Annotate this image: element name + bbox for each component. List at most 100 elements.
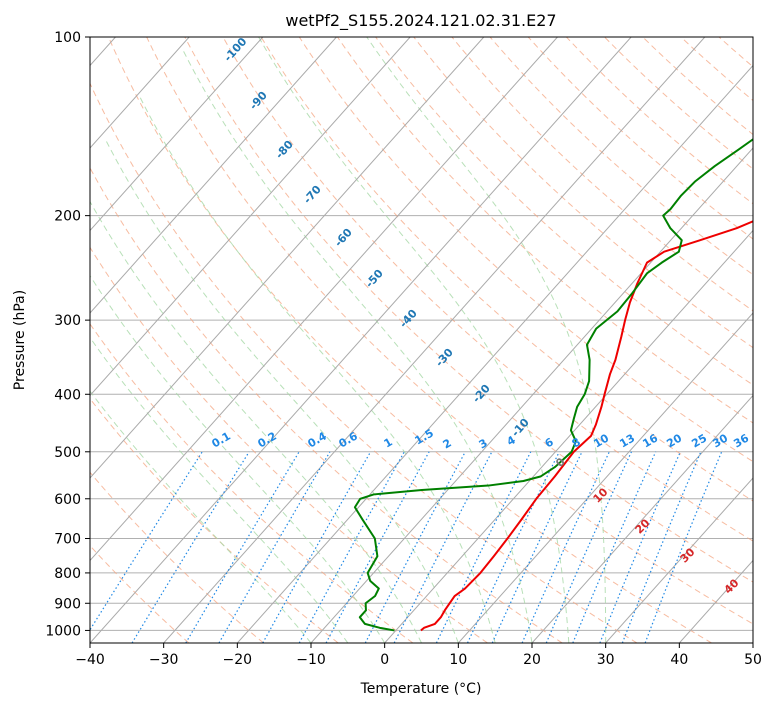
dry-adiabat [90, 397, 339, 643]
y-tick-label: 600 [54, 492, 81, 508]
dry-adiabat [718, 37, 753, 68]
dry-adiabat [90, 82, 638, 643]
isotherm-line [457, 312, 753, 643]
mixing-ratio-label: 16 [640, 431, 660, 450]
x-tick-label: 40 [670, 652, 688, 668]
dry-adiabat [642, 37, 753, 136]
moist-adiabat [106, 141, 459, 643]
mixing-ratio-label: 1 [382, 435, 395, 450]
isotherm-label: -60 [332, 226, 355, 250]
mixing-ratio-line [644, 451, 723, 643]
mixing-ratio-line [621, 451, 702, 643]
mixing-ratio-line [466, 451, 560, 643]
isotherm-line [90, 37, 632, 643]
moist-adiabat [90, 274, 386, 643]
mixing-ratio-label: 0.6 [337, 429, 361, 450]
dry-adiabat [527, 37, 753, 240]
y-tick-label: 800 [54, 566, 81, 582]
x-tick-label: −20 [223, 652, 253, 668]
mixing-ratio-label: 3 [477, 436, 490, 451]
isotherm-label: -30 [433, 346, 456, 370]
mixing-ratio-label: 36 [731, 431, 751, 450]
moist-adiabat [138, 94, 496, 643]
x-axis-label: Temperature (°C) [360, 681, 482, 697]
x-tick-label: −10 [296, 652, 326, 668]
mixing-ratio-label: 30 [710, 431, 730, 450]
plot-frame [89, 36, 754, 644]
mixing-ratio-label: 6 [543, 435, 556, 450]
x-tick-label: 50 [744, 652, 762, 668]
isotherm-line [90, 37, 558, 562]
dry-adiabat [451, 37, 753, 312]
mixing-ratio-label: 2 [441, 436, 454, 451]
y-tick-label: 500 [54, 445, 81, 461]
y-axis-label: Pressure (hPa) [12, 290, 28, 390]
isotherm-line [90, 37, 264, 232]
y-axis-ticks: 100 200 300 400 500 600 700 800 900 1000 [45, 30, 90, 639]
theta-label: 20 [633, 516, 653, 536]
mixing-ratio-line [364, 451, 466, 643]
mixing-ratio-label: 13 [617, 432, 637, 451]
moist-adiabat [258, 37, 570, 643]
dry-adiabat [90, 323, 414, 643]
dry-adiabat [680, 37, 753, 102]
mixing-ratio-label: 0.1 [210, 429, 233, 450]
isotherm-line [310, 147, 753, 643]
mixing-ratio-label-layer: 0.1 0.2 0.4 0.6 1 1.5 2 3 4 6 8 10 13 16 20 25 30 36 [210, 426, 752, 451]
isotherm-line [384, 229, 753, 643]
mixing-ratio-label: 0.2 [256, 429, 279, 450]
isotherm-line [236, 64, 753, 643]
isotherm-line [90, 37, 190, 149]
dry-adiabat [90, 471, 264, 643]
moist-adiabat [182, 49, 533, 643]
mixing-ratio-label: 8 [570, 435, 583, 450]
dry-adiabat [146, 37, 753, 625]
dry-adiabat [337, 37, 753, 424]
isotherm-label: -50 [363, 267, 386, 291]
isotherm-line [605, 477, 753, 643]
y-tick-label: 1000 [45, 623, 81, 639]
plot-area [90, 37, 775, 643]
mixing-ratio-line [572, 451, 657, 643]
mixing-ratio-label: 20 [664, 431, 684, 450]
chart-title: wetPf2_S155.2024.121.02.31.E27 [285, 11, 556, 31]
theta-label: 40 [722, 576, 742, 596]
temperature-profile [420, 220, 753, 632]
x-tick-label: −30 [149, 652, 179, 668]
mixing-ratio-label: 0.4 [306, 429, 330, 450]
dry-adiabat [90, 246, 488, 643]
dry-adiabat [375, 37, 753, 386]
isotherm-label: -90 [247, 89, 270, 113]
mixing-ratio-line [545, 451, 633, 643]
isotherm-label-layer: -100-90-80-70-60-50-40-30-20-10 [221, 35, 532, 440]
x-axis-ticks: −40 −30 −20 −10 0 10 20 30 40 50 [75, 643, 762, 668]
mixing-ratio-line [185, 451, 300, 643]
dry-adiabat [489, 37, 753, 276]
isotherm-line [90, 37, 411, 397]
dry-adiabat [757, 37, 775, 643]
x-tick-label: 20 [523, 652, 541, 668]
isotherm-line [531, 394, 753, 643]
mixing-ratio-line [90, 451, 203, 631]
y-tick-label: 700 [54, 532, 81, 548]
isotherm-line [163, 37, 706, 643]
mixing-ratio-line [262, 451, 372, 643]
y-tick-label: 300 [54, 313, 81, 329]
y-tick-label: 200 [54, 209, 81, 225]
y-tick-label: 400 [54, 387, 81, 403]
dry-adiabat [90, 544, 190, 643]
x-tick-label: 10 [449, 652, 467, 668]
mixing-ratio-label: 1.5 [413, 426, 436, 447]
moist-adiabat [90, 336, 349, 643]
moist-adiabat [366, 37, 607, 643]
mixing-ratio-label: 10 [591, 431, 611, 450]
dry-adiabat [413, 37, 753, 349]
mixing-ratio-line [599, 451, 681, 643]
isotherm-label: -70 [301, 183, 324, 207]
x-tick-label: −40 [75, 652, 105, 668]
mixing-ratio-line [131, 451, 250, 643]
mixing-ratio-line [325, 451, 430, 643]
x-tick-label: 0 [380, 652, 389, 668]
isotherm-label: -40 [397, 307, 420, 331]
